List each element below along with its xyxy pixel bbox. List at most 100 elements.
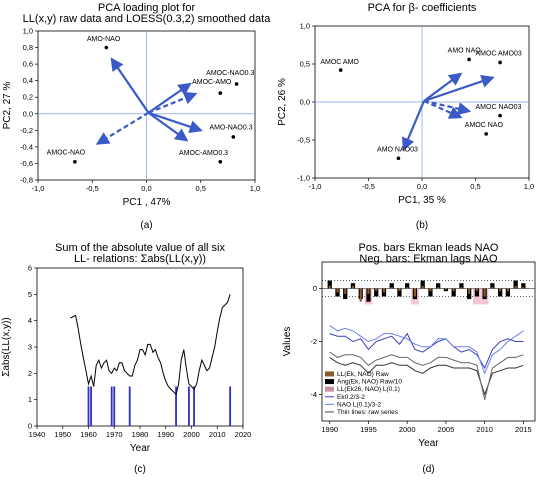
black-bar xyxy=(335,288,340,297)
point-label: AMOC NAO xyxy=(465,122,504,129)
y-tick-label: 1,0 xyxy=(300,22,310,31)
brown-bar xyxy=(499,288,502,292)
x-tick-label: 1980 xyxy=(132,430,149,439)
y-axis-label: PC2, 27 % xyxy=(2,81,13,129)
y-tick-label: 1 xyxy=(28,395,32,404)
black-bar xyxy=(397,288,402,297)
x-tick-label: 2015 xyxy=(515,425,532,434)
y-tick-label: -1,0 xyxy=(297,174,310,183)
y-tick-label: 0,4 xyxy=(23,76,33,85)
y-tick-label: 0,6 xyxy=(23,60,33,69)
chart-title-line: Sum of the absolute value of all six xyxy=(55,242,225,254)
x-tick-label: 2005 xyxy=(438,425,455,434)
black-bar xyxy=(366,288,371,302)
point-label: AMOC NAO03 xyxy=(476,104,522,111)
x-tick-label: 1970 xyxy=(106,430,123,439)
legend-entry: Ek0.2/3-2 xyxy=(337,394,365,401)
x-tick-label: 1,0 xyxy=(524,182,534,191)
y-tick-label: 0,2 xyxy=(23,93,33,102)
y-tick-label: 0 xyxy=(28,422,32,431)
x-tick-label: 1990 xyxy=(321,425,338,434)
brown-bar xyxy=(390,287,393,289)
point-label: AMO NAO xyxy=(448,48,482,55)
black-bar xyxy=(451,288,456,297)
chart-title-line: PCA for β- coefficients xyxy=(368,2,477,14)
x-tick-label: 2010 xyxy=(209,430,226,439)
data-point xyxy=(231,135,236,139)
black-bar xyxy=(513,280,518,289)
black-bar xyxy=(381,288,387,297)
panel-label: (a) xyxy=(140,220,152,231)
x-tick-label: 2020 xyxy=(235,430,252,439)
point-label: AMOC-NAO xyxy=(47,149,86,156)
brown-bar xyxy=(491,287,494,289)
legend-entry: Ang(Ek, NAO) Raw/10 xyxy=(337,379,402,386)
brown-bar xyxy=(406,287,409,289)
data-point xyxy=(218,91,223,95)
series-line xyxy=(329,351,524,400)
panel-a-pca-loading: PCA loading plot for LL(x,y) raw data and… xyxy=(0,0,275,240)
loading-vector xyxy=(423,74,495,103)
brown-bar xyxy=(421,285,424,289)
y-tick-label: 0 xyxy=(313,284,317,293)
data-point xyxy=(498,113,502,118)
y-tick-label: 5 xyxy=(28,290,32,299)
y-tick-label: 2 xyxy=(28,369,32,378)
x-tick-label: -1,0 xyxy=(32,184,45,193)
chart-b-svg: PCA for β- coefficients -1,0 -0,5 0,0 0,5 1,0… xyxy=(277,2,534,231)
data-point xyxy=(104,45,109,50)
chart-c-svg: Sum of the absolute value of all sixLL- … xyxy=(1,242,252,475)
x-axis-label: Year xyxy=(418,438,439,449)
x-tick-label: 1995 xyxy=(360,425,377,434)
black-bar xyxy=(474,288,480,297)
black-bar xyxy=(428,288,433,297)
y-tick-label: 0,5 xyxy=(300,60,310,69)
x-tick-label: 1990 xyxy=(157,430,174,439)
y-tick-label: -2 xyxy=(310,337,317,346)
brown-bar xyxy=(452,288,455,292)
y-tick-label: 0,0 xyxy=(23,109,33,118)
legend-entry: LL(Ek26, NAO) L(0.1) xyxy=(337,386,400,393)
y-tick-label: -0,5 xyxy=(297,136,310,145)
black-bar xyxy=(521,283,526,289)
y-tick-label: -0,8 xyxy=(20,176,33,185)
point-label: AMO-NAO0.3 xyxy=(209,125,252,132)
y-axis-label: Σabs(LL(x,y)) xyxy=(1,317,12,377)
black-bar xyxy=(490,283,495,289)
y-tick-label: 3 xyxy=(28,343,32,352)
plot-frame xyxy=(36,267,244,427)
series-line xyxy=(329,325,524,375)
black-bar xyxy=(420,280,425,289)
series-line xyxy=(329,332,524,370)
brown-bar xyxy=(382,288,386,293)
black-bar xyxy=(327,280,332,289)
legend-swatch xyxy=(325,371,334,377)
chart-title-line: Pos. bars Ekman leads NAO xyxy=(358,242,498,254)
panel-c-sum-abs: Sum of the absolute value of all six LL- … xyxy=(0,240,275,480)
loading-vector xyxy=(423,72,463,102)
data-point xyxy=(338,68,343,72)
brown-bar xyxy=(514,285,517,289)
brown-bar xyxy=(522,287,525,289)
panel-label: (c) xyxy=(134,464,146,475)
x-tick-label: -0,5 xyxy=(86,184,99,193)
point-label: AMO NAO03 xyxy=(377,146,418,153)
y-axis-label: PC2, 26 % xyxy=(277,78,288,126)
black-bar xyxy=(443,288,449,292)
black-bar xyxy=(343,288,348,300)
data-point xyxy=(73,159,77,164)
point-label: AMOC-NAO0.3 xyxy=(206,70,254,77)
brown-bar xyxy=(359,288,362,302)
brown-bar xyxy=(468,288,471,294)
x-tick-label: 0,0 xyxy=(141,184,151,193)
y-tick-label: 6 xyxy=(28,264,32,273)
brown-bar xyxy=(506,288,509,292)
brown-bar xyxy=(483,288,486,297)
panel-label: (d) xyxy=(422,464,434,475)
y-axis-label: Values xyxy=(282,327,293,357)
loading-vector xyxy=(148,111,203,134)
x-tick-label: -1,0 xyxy=(309,182,322,191)
point-label: AMOC AMO xyxy=(320,59,359,66)
brown-bar xyxy=(413,288,417,297)
